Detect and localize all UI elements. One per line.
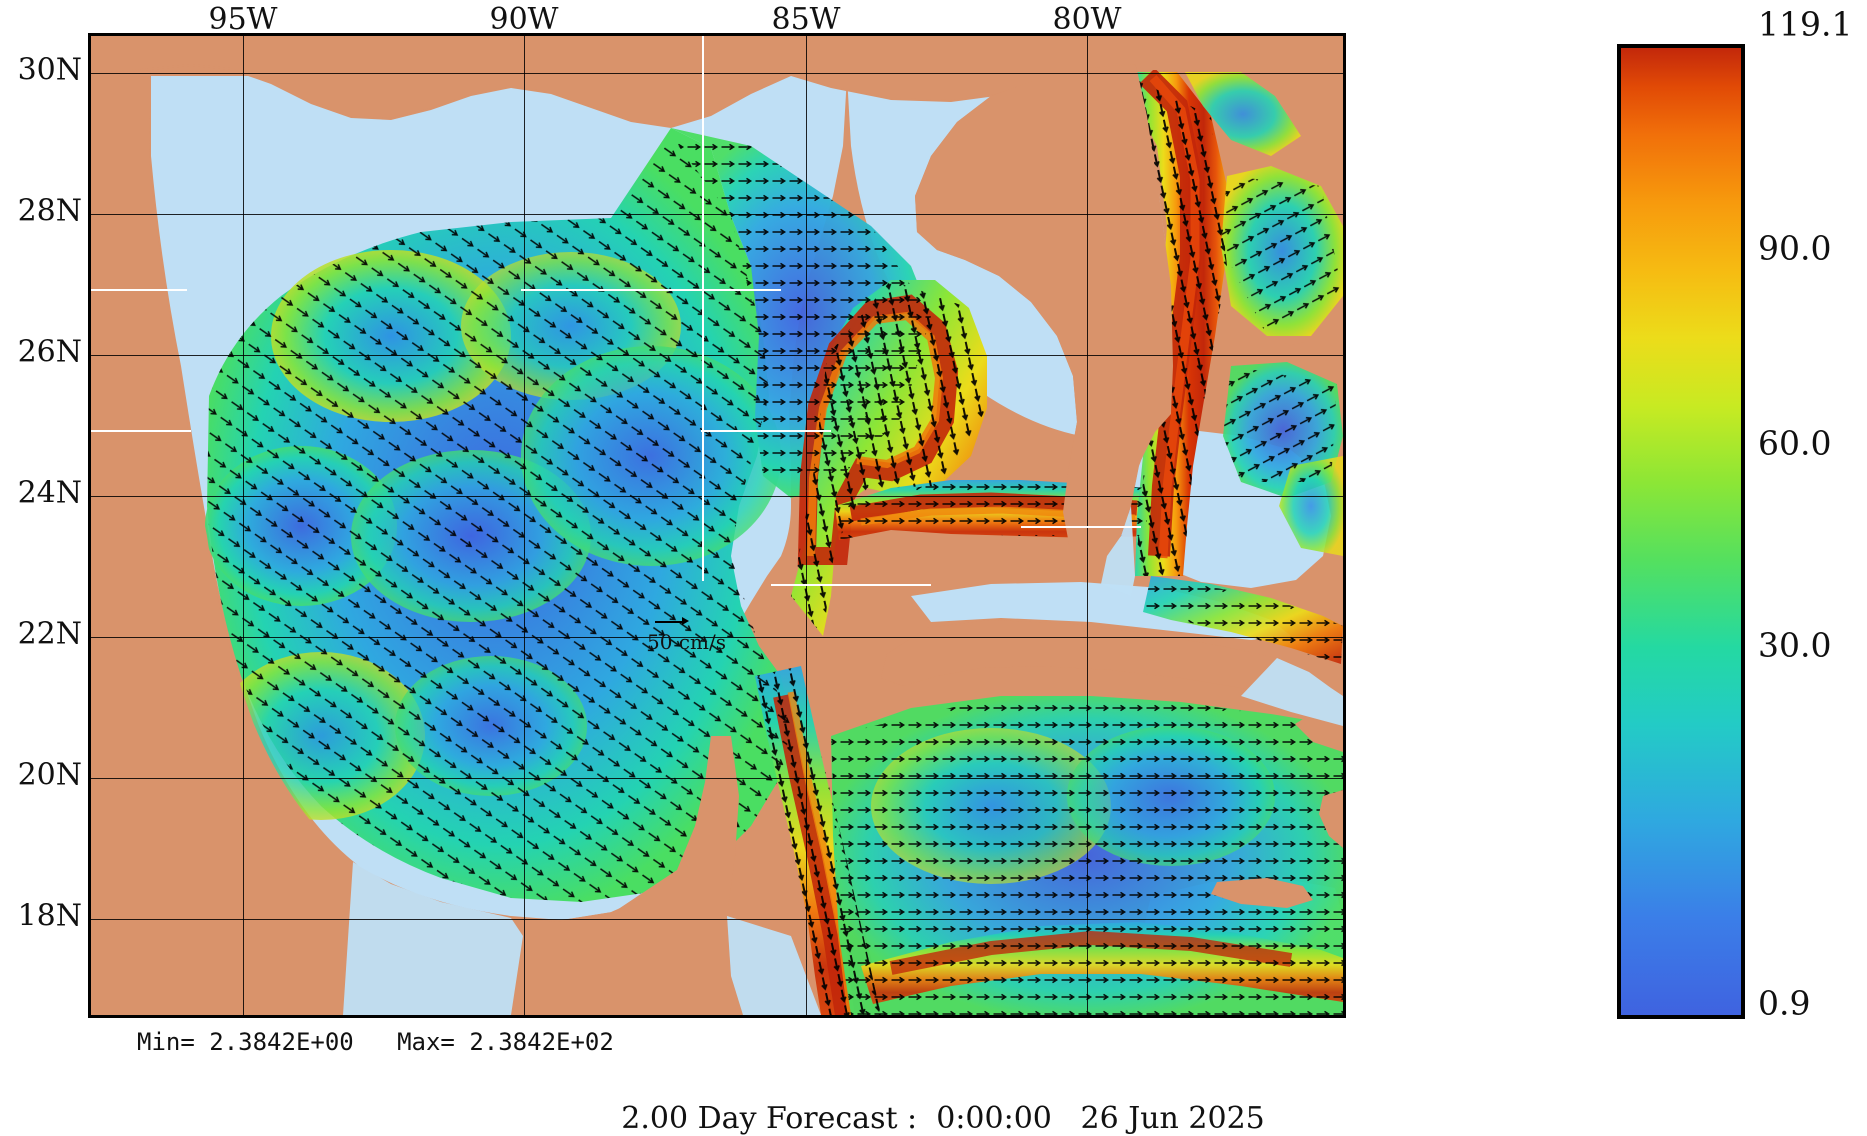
y-tick-label-20n: 20N — [17, 757, 82, 793]
gridline-highlight-b — [521, 289, 781, 291]
gridline-lon-85w — [806, 36, 807, 1015]
gridline-lat-28n — [91, 214, 1343, 215]
colorbar-tick-min: 0.9 — [1758, 983, 1811, 1023]
gridline-lon-90w — [524, 36, 525, 1015]
map-plot-panel[interactable]: 50 cm/s — [88, 33, 1346, 1018]
gridline-lon-95w — [243, 36, 244, 1015]
colorbar-tick-60: 60.0 — [1758, 423, 1832, 463]
gridline-lat-24n — [91, 496, 1343, 497]
gridline-highlight-d — [701, 430, 831, 432]
gridline-lat-26n — [91, 355, 1343, 356]
y-tick-label-26n: 26N — [17, 334, 82, 370]
current-speed-field — [91, 36, 1343, 1015]
y-tick-label-24n: 24N — [17, 475, 82, 511]
x-tick-label-85w: 85W — [771, 2, 841, 37]
reference-arrow-icon — [655, 616, 689, 628]
gridline-highlight-g — [702, 36, 704, 581]
x-tick-label-95w: 95W — [208, 2, 278, 37]
gridline-lon-80w — [1087, 36, 1088, 1015]
colorbar-tick-90: 90.0 — [1758, 228, 1832, 268]
vector-scale-key: 50 cm/s — [647, 616, 767, 654]
gridline-highlight-f — [771, 584, 931, 586]
y-tick-label-28n: 28N — [17, 193, 82, 229]
colorbar-tick-30: 30.0 — [1758, 625, 1832, 665]
x-tick-label-90w: 90W — [489, 2, 559, 37]
gridline-highlight-e — [1021, 526, 1141, 528]
field-minmax-text: Min= 2.3842E+00 Max= 2.3842E+02 — [137, 1028, 614, 1056]
forecast-title: 2.00 Day Forecast : 0:00:00 26 Jun 2025 — [0, 1066, 1867, 1136]
y-tick-label-30n: 30N — [17, 52, 82, 88]
x-tick-label-80w: 80W — [1052, 2, 1122, 37]
gridline-lat-20n — [91, 778, 1343, 779]
y-tick-label-18n: 18N — [17, 898, 82, 934]
speed-colorbar[interactable] — [1617, 44, 1745, 1019]
forecast-title-text: 2.00 Day Forecast : 0:00:00 26 Jun 2025 — [621, 1101, 1265, 1136]
y-tick-label-22n: 22N — [17, 616, 82, 652]
gridline-lat-18n — [91, 919, 1343, 920]
gridline-lat-30n — [91, 73, 1343, 74]
gridline-highlight-a — [91, 289, 187, 291]
gridline-lat-22n — [91, 637, 1343, 638]
gridline-highlight-c — [91, 430, 191, 432]
vector-scale-label: 50 cm/s — [647, 630, 726, 654]
colorbar-tick-max: 119.1 — [1758, 4, 1853, 44]
